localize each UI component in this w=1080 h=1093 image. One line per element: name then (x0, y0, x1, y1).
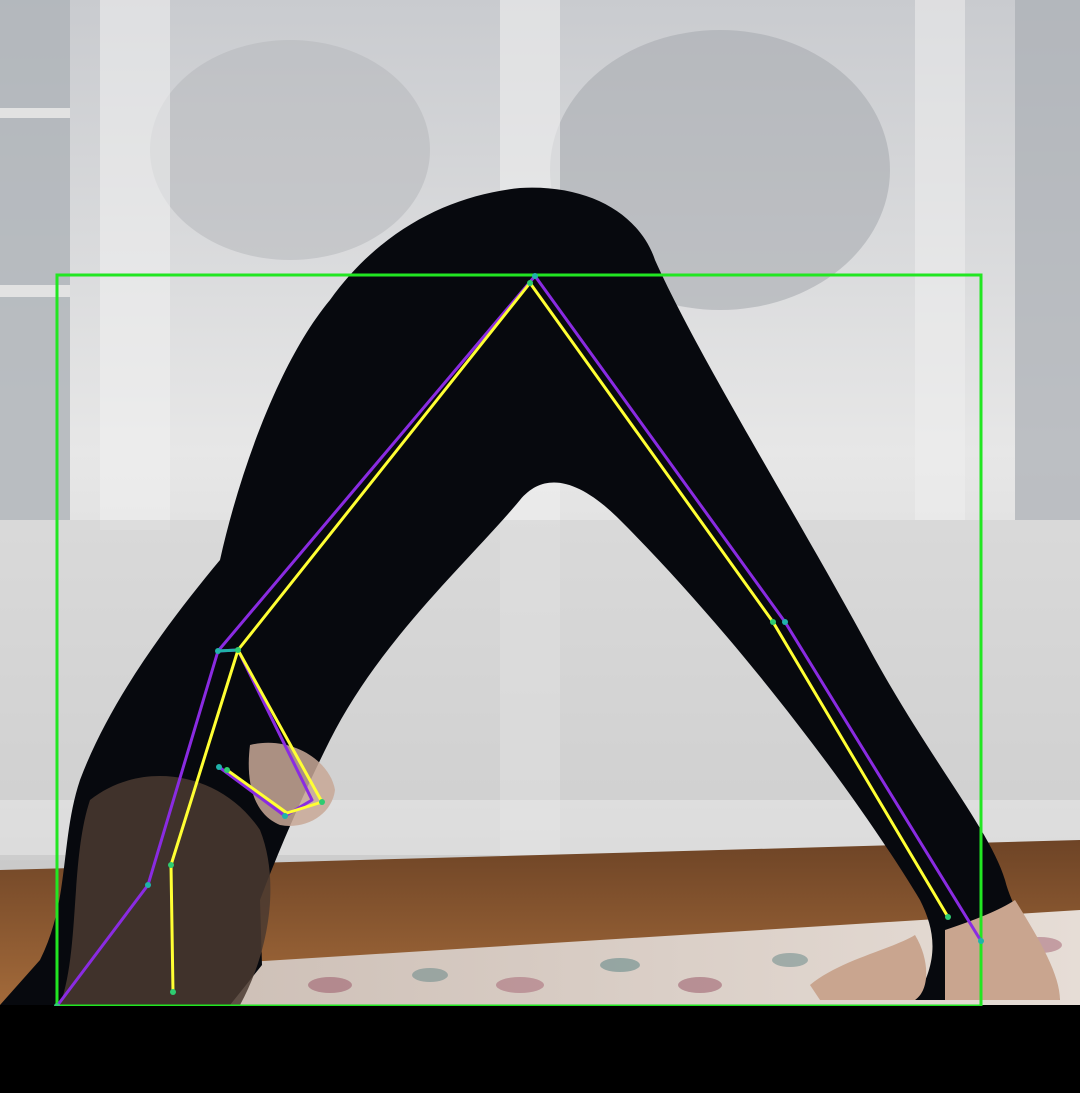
keypoint (235, 647, 241, 653)
tree-shadow (150, 40, 430, 260)
letterbox-bar (0, 1006, 1080, 1093)
window-right (1015, 0, 1080, 520)
window-mullion (0, 108, 70, 118)
keypoint (782, 619, 788, 625)
window-mullion (0, 285, 70, 297)
keypoint (215, 648, 221, 654)
keypoint (170, 989, 176, 995)
keypoint (319, 799, 325, 805)
keypoint (216, 764, 222, 770)
curtain-fold (100, 0, 170, 530)
window-left (0, 0, 70, 520)
keypoint (945, 914, 951, 920)
keypoint (978, 938, 984, 944)
keypoint (527, 280, 533, 286)
curtain-fold (915, 0, 965, 520)
keypoint (224, 767, 230, 773)
keypoint (770, 619, 776, 625)
keypoint (282, 813, 288, 819)
keypoint (145, 882, 151, 888)
hair (60, 776, 270, 1005)
skeleton-shoulder-link (218, 650, 238, 651)
keypoint (168, 862, 174, 868)
keypoint (532, 273, 538, 279)
